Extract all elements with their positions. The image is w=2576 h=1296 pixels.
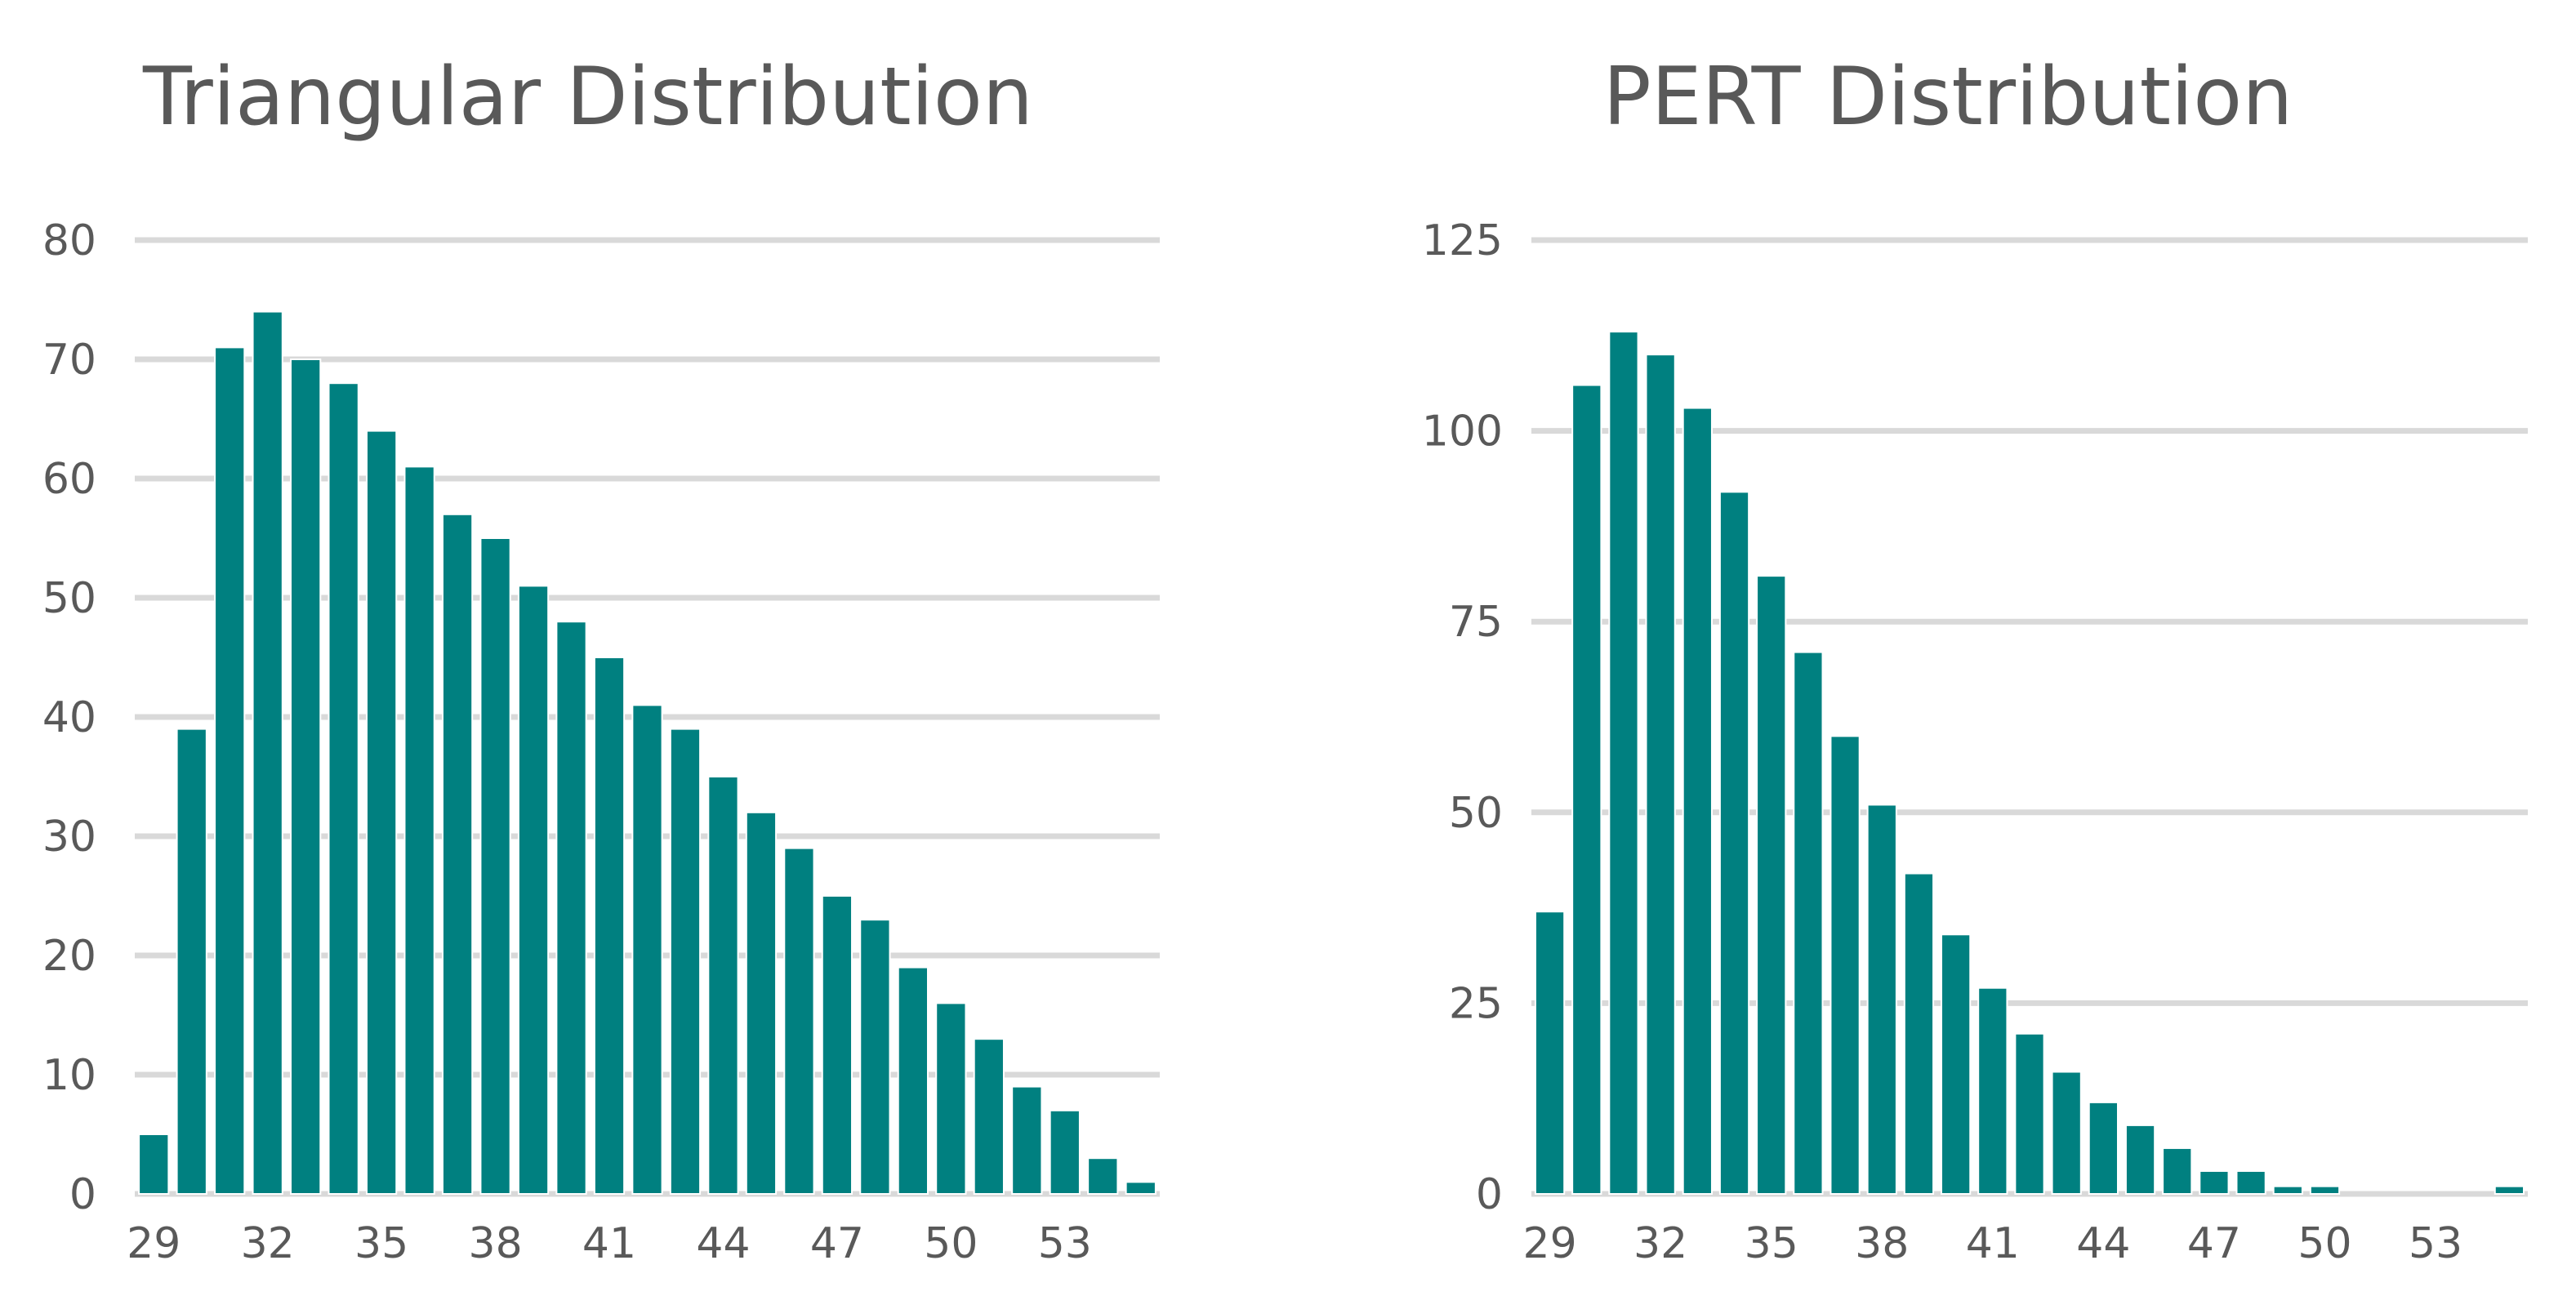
- bar-46: [783, 847, 815, 1195]
- x-tick-label: 29: [127, 1219, 180, 1268]
- bar-36: [403, 465, 435, 1195]
- bar-32: [252, 310, 283, 1196]
- bar-39: [517, 585, 550, 1195]
- bar-38: [1866, 804, 1897, 1195]
- x-tick-label: 50: [2297, 1219, 2351, 1268]
- bar-45: [2124, 1124, 2156, 1196]
- y-tick-label: 40: [42, 693, 96, 742]
- bar-34: [1718, 491, 1750, 1195]
- bar-37: [441, 513, 474, 1195]
- y-tick-label: 25: [1449, 979, 1503, 1028]
- bar-47: [821, 895, 853, 1195]
- bar-46: [2162, 1147, 2193, 1196]
- x-tick-label: 44: [696, 1219, 750, 1268]
- bar-50: [935, 1002, 967, 1196]
- bar-29: [138, 1133, 170, 1195]
- bar-49: [2272, 1185, 2303, 1196]
- bar-49: [897, 966, 929, 1195]
- bar-50: [2309, 1185, 2341, 1196]
- bar-37: [1829, 735, 1861, 1195]
- triangular-chart: Triangular Distribution 0 10 20 30 40 50 60 70 80…: [42, 51, 1160, 1268]
- bar-55: [2494, 1185, 2525, 1196]
- pert-chart: PERT Distribution 0 25 50 75 100 125 29 32 35 38 41…: [1422, 51, 2528, 1268]
- bar-29: [1534, 911, 1566, 1195]
- chart-title: PERT Distribution: [1603, 51, 2293, 144]
- bar-44: [2088, 1101, 2119, 1195]
- bar-31: [214, 346, 246, 1195]
- bar-47: [2199, 1169, 2230, 1196]
- x-tick-label: 44: [2076, 1219, 2130, 1268]
- bar-43: [2051, 1071, 2082, 1195]
- bar-41: [1977, 986, 2008, 1196]
- bar-48: [2235, 1169, 2266, 1196]
- y-tick-label: 20: [42, 932, 96, 981]
- x-tick-label: 47: [2187, 1219, 2241, 1268]
- bar-48: [859, 919, 891, 1195]
- y-tick-label: 50: [1449, 789, 1503, 838]
- bar-35: [366, 430, 398, 1195]
- y-tick-label: 50: [42, 574, 96, 623]
- x-tick-label: 41: [582, 1219, 636, 1268]
- x-tick-label: 35: [1745, 1219, 1798, 1268]
- bar-30: [176, 728, 207, 1195]
- y-tick-label: 0: [1476, 1170, 1503, 1219]
- y-tick-label: 30: [42, 813, 96, 862]
- bar-38: [479, 537, 511, 1195]
- x-tick-label: 41: [1966, 1219, 2020, 1268]
- bar-53: [1049, 1109, 1081, 1196]
- bar-30: [1571, 384, 1602, 1195]
- bar-52: [1011, 1085, 1043, 1195]
- x-tick-label: 35: [354, 1219, 408, 1268]
- y-tick-label: 100: [1422, 408, 1503, 456]
- y-tick-label: 75: [1449, 598, 1503, 647]
- x-tick-label: 53: [1038, 1219, 1092, 1268]
- bar-33: [1682, 407, 1713, 1195]
- bar-55: [1125, 1181, 1157, 1196]
- bar-54: [1087, 1157, 1119, 1195]
- y-tick-label: 125: [1422, 216, 1503, 265]
- bar-36: [1793, 651, 1824, 1195]
- bar-39: [1903, 872, 1935, 1195]
- y-tick-label: 80: [42, 216, 96, 265]
- bar-42: [631, 704, 663, 1195]
- bar-43: [669, 728, 702, 1195]
- y-tick-label: 0: [69, 1170, 96, 1219]
- y-tick-label: 60: [42, 455, 96, 504]
- x-tick-label: 29: [1523, 1219, 1577, 1268]
- x-tick-label: 53: [2409, 1219, 2462, 1268]
- x-tick-label: 32: [1633, 1219, 1687, 1268]
- x-tick-label: 38: [1855, 1219, 1909, 1268]
- x-tick-label: 38: [468, 1219, 522, 1268]
- x-tick-label: 47: [810, 1219, 864, 1268]
- bar-42: [2014, 1032, 2045, 1195]
- bar-34: [328, 382, 359, 1195]
- bar-40: [555, 621, 587, 1195]
- bar-35: [1756, 575, 1787, 1195]
- x-tick-label: 32: [241, 1219, 295, 1268]
- bar-41: [593, 657, 626, 1195]
- bar-40: [1941, 933, 1972, 1195]
- chart-title: Triangular Distribution: [142, 51, 1033, 144]
- bar-45: [745, 811, 778, 1195]
- bar-51: [973, 1038, 1005, 1195]
- bar-32: [1645, 354, 1676, 1195]
- y-tick-label: 70: [42, 336, 96, 385]
- bar-33: [290, 359, 322, 1195]
- y-tick-label: 10: [42, 1051, 96, 1100]
- x-tick-label: 50: [924, 1219, 978, 1268]
- bar-31: [1608, 331, 1639, 1195]
- bar-44: [707, 776, 739, 1195]
